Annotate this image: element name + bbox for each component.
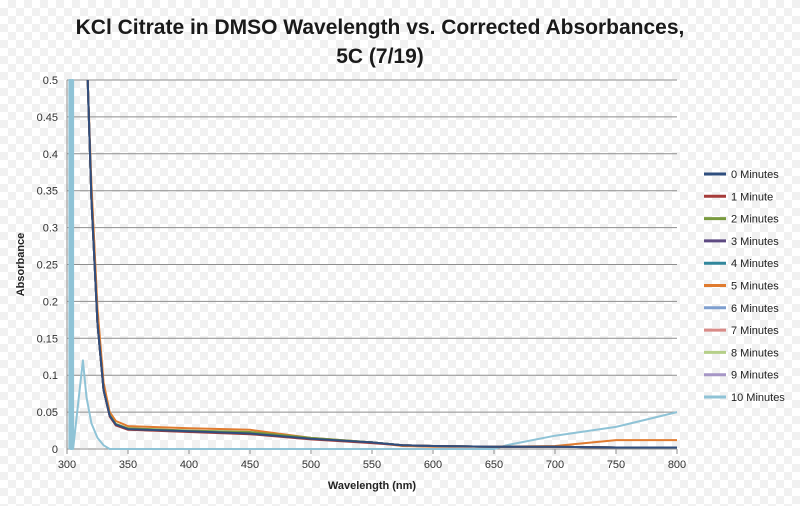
y-tick-label: 0.5 (43, 75, 58, 87)
x-axis-title: Wavelength (nm) (328, 480, 417, 492)
series-line-6 (86, 79, 677, 448)
series-line-9 (86, 79, 677, 449)
x-tick-label: 500 (302, 459, 320, 471)
legend-label: 10 Minutes (731, 392, 785, 404)
series-line-4 (86, 79, 677, 449)
y-tick-label: 0.15 (37, 333, 58, 345)
x-tick-label: 350 (119, 459, 137, 471)
y-tick-label: 0.25 (37, 260, 58, 272)
y-tick-label: 0.3 (43, 223, 58, 235)
legend-label: 9 Minutes (731, 370, 779, 382)
chart-title-line-2: 5C (7/19) (336, 45, 424, 68)
x-tick-label: 650 (485, 459, 503, 471)
y-tick-label: 0.2 (43, 296, 58, 308)
x-tick-label: 700 (546, 459, 564, 471)
x-tick-label: 800 (668, 459, 686, 471)
y-axis-title: Absorbance (15, 233, 27, 297)
y-tick-label: 0.1 (43, 370, 58, 382)
y-tick-label: 0.45 (37, 112, 58, 124)
series-line-2 (86, 79, 677, 449)
y-tick-label: 0 (52, 444, 58, 456)
series-line-5 (86, 79, 677, 449)
chart-title: KCl Citrate in DMSO Wavelength vs. Corre… (75, 16, 685, 39)
legend-label: 7 Minutes (731, 325, 779, 337)
x-tick-label: 750 (607, 459, 625, 471)
legend-label: 0 Minutes (731, 169, 779, 181)
x-tick-label: 550 (363, 459, 381, 471)
y-tick-label: 0.05 (37, 407, 58, 419)
legend-label: 3 Minutes (731, 236, 779, 248)
legend-label: 2 Minutes (731, 214, 779, 226)
x-tick-label: 450 (241, 459, 259, 471)
y-tick-label: 0.4 (43, 149, 58, 161)
legend-label: 8 Minutes (731, 347, 779, 359)
x-tick-label: 600 (424, 459, 442, 471)
series-line-10 (86, 79, 677, 449)
x-tick-label: 300 (58, 459, 76, 471)
series-line-1 (86, 79, 677, 449)
legend-label: 1 Minute (731, 191, 773, 203)
y-tick-label: 0.35 (37, 186, 58, 198)
series-line-3 (86, 79, 677, 449)
series-line-8 (86, 79, 677, 449)
series-line-11 (68, 79, 678, 450)
series-line-7 (86, 79, 677, 449)
legend-label: 6 Minutes (731, 303, 779, 315)
legend-label: 5 Minutes (731, 281, 779, 293)
x-tick-label: 400 (180, 459, 198, 471)
legend-label: 4 Minutes (731, 258, 779, 270)
